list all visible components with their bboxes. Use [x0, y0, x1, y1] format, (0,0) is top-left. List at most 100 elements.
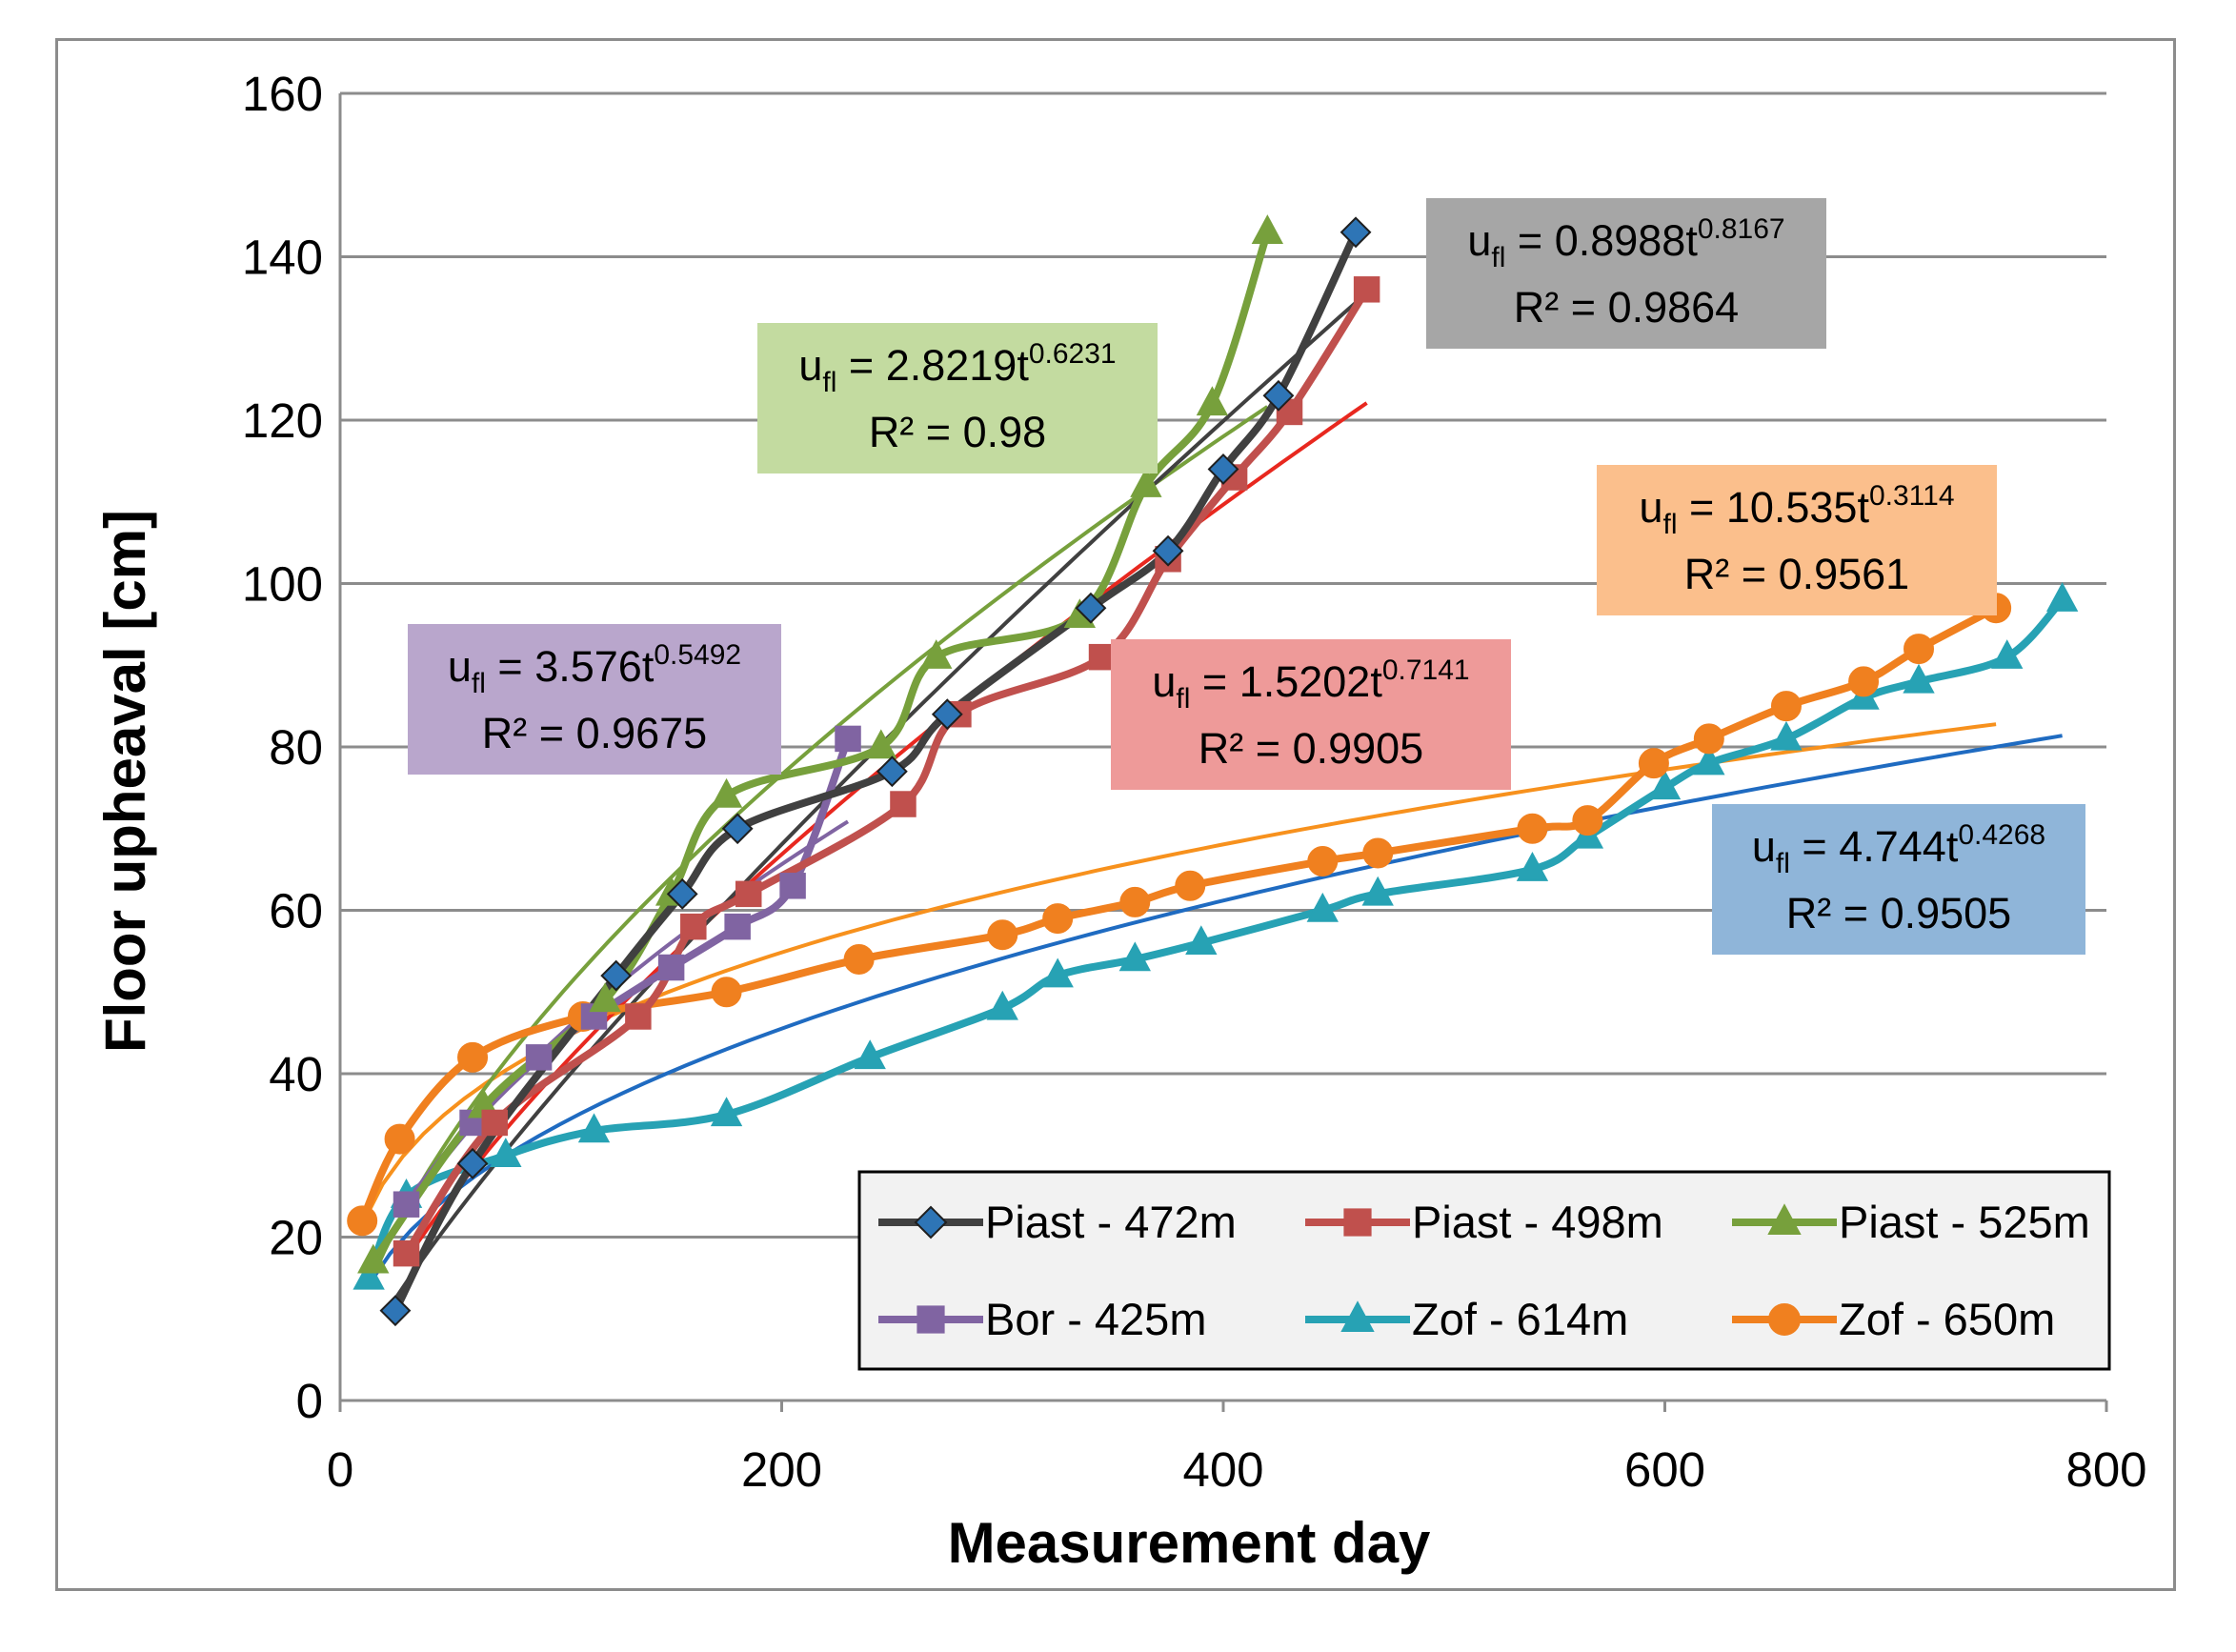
- data-point-piast-472m: [1340, 216, 1372, 249]
- data-point-piast-525m: [920, 639, 953, 669]
- fit-equation-background: [408, 624, 781, 775]
- fit-equation-variable: u: [1152, 657, 1176, 706]
- legend: Piast - 472m Piast - 498m Piast - 525m Bor …: [857, 1170, 2111, 1371]
- series-line-zof-614m: [365, 595, 2066, 1282]
- data-point-bor-425m: [724, 913, 751, 940]
- legend-marker: [1768, 1303, 1801, 1336]
- fit-r-squared: R² = 0.9505: [1786, 889, 2011, 937]
- data-point-piast-525m: [357, 1243, 390, 1274]
- fit-r-squared: R² = 0.9864: [1514, 283, 1739, 332]
- fit-equation-subscript: fl: [472, 668, 486, 699]
- fit-equation-subscript: fl: [822, 367, 836, 398]
- data-point-zof-650m: [1307, 846, 1339, 877]
- data-point-zof-614m: [986, 990, 1018, 1020]
- fit-equation-background: [1712, 804, 2085, 955]
- data-point-piast-472m: [1075, 592, 1107, 624]
- x-tick-labels: 0 200 400 600 800: [327, 1400, 2147, 1497]
- legend-item-zof-614m: Zof - 614m: [1305, 1294, 1628, 1344]
- x-tick-label: 0: [327, 1442, 353, 1497]
- fit-equation-background: [1597, 465, 1997, 615]
- data-point-piast-498m: [1353, 276, 1380, 303]
- y-tick-labels: 0 20 40 60 80 100 120 140 160: [242, 67, 323, 1428]
- data-point-piast-498m: [481, 1109, 508, 1137]
- data-point-zof-614m: [1185, 925, 1218, 956]
- data-point-piast-472m: [379, 1295, 412, 1327]
- data-point-bor-425m: [393, 1191, 420, 1218]
- data-point-zof-650m: [1362, 837, 1394, 869]
- y-tick-label: 120: [242, 393, 323, 448]
- legend-label: Zof - 614m: [1412, 1294, 1628, 1344]
- fit-equation-box-bor-425m: ufl = 3.576t0.5492 R² = 0.9675: [408, 624, 781, 775]
- fit-equation-variable: u: [798, 341, 822, 390]
- x-tick-label: 200: [741, 1442, 822, 1497]
- data-point-piast-525m: [865, 729, 897, 759]
- legend-box: [857, 1170, 2111, 1371]
- fit-equation-exponent: 0.6231: [1029, 338, 1117, 370]
- fit-equation: ufl = 0.8988t0.8167: [1467, 213, 1784, 273]
- legend-marker: [1767, 1203, 1802, 1235]
- fit-equation-box-zof-650m: ufl = 10.535t0.3114 R² = 0.9561: [1597, 465, 1997, 615]
- data-point-zof-650m: [1042, 903, 1074, 935]
- data-point-piast-498m: [680, 913, 707, 940]
- data-point-zof-614m: [353, 1259, 385, 1290]
- data-point-zof-614m: [1693, 745, 1725, 776]
- fit-equation-subscript: fl: [1491, 242, 1505, 273]
- data-point-zof-650m: [1904, 634, 1935, 665]
- y-tick-label: 40: [269, 1047, 323, 1101]
- data-point-zof-650m: [1693, 723, 1724, 755]
- data-point-zof-614m: [1648, 770, 1682, 800]
- y-tick-label: 140: [242, 231, 323, 285]
- fit-equation-variable: u: [448, 642, 472, 691]
- fit-equation: ufl = 2.8219t0.6231: [798, 338, 1116, 398]
- data-point-zof-650m: [987, 919, 1018, 951]
- data-point-zof-614m: [1770, 720, 1803, 751]
- y-tick-label: 80: [269, 720, 323, 775]
- data-point-piast-472m: [666, 877, 698, 910]
- fit-equation-exponent: 0.8167: [1698, 213, 1785, 245]
- data-point-bor-425m: [835, 725, 861, 753]
- data-point-piast-525m: [710, 777, 743, 808]
- fit-equation-exponent: 0.4268: [1958, 819, 2045, 851]
- y-axis-title: Floor upheaval [cm]: [93, 510, 157, 1053]
- fit-equation: ufl = 4.744t0.4268: [1752, 819, 2045, 879]
- data-point-zof-614m: [1306, 892, 1339, 922]
- fit-equation-coefficient: = 3.576t: [486, 642, 655, 691]
- data-point-piast-498m: [735, 880, 762, 908]
- legend-marker: [917, 1305, 945, 1334]
- data-point-zof-614m: [1041, 957, 1074, 988]
- data-point-zof-614m: [2045, 582, 2079, 612]
- legend-marker: [1343, 1208, 1372, 1237]
- y-tick-label: 20: [269, 1211, 323, 1265]
- fit-equation-variable: u: [1467, 216, 1491, 265]
- data-point-piast-472m: [1152, 534, 1184, 567]
- legend-item-bor-425m: Bor - 425m: [878, 1294, 1206, 1344]
- data-point-zof-650m: [457, 1041, 489, 1073]
- legend-item-piast-525m: Piast - 525m: [1732, 1197, 2090, 1247]
- data-point-piast-525m: [589, 982, 621, 1013]
- fit-equation-background: [1111, 639, 1511, 790]
- fit-equation: ufl = 10.535t0.3114: [1640, 480, 1955, 540]
- fit-equation-coefficient: = 4.744t: [1790, 822, 1959, 871]
- x-axis-title: Measurement day: [948, 1511, 1431, 1575]
- data-point-piast-472m: [1207, 453, 1239, 485]
- legend-label: Piast - 525m: [1839, 1197, 2090, 1247]
- data-point-zof-650m: [347, 1205, 378, 1237]
- fit-equation-subscript: fl: [1176, 683, 1190, 715]
- data-point-zof-614m: [1903, 663, 1935, 694]
- fit-equation-box-piast-472m: ufl = 0.8988t0.8167 R² = 0.9864: [1426, 198, 1826, 349]
- fit-r-squared: R² = 0.98: [869, 408, 1046, 456]
- fit-equation-box-piast-525m: ufl = 2.8219t0.6231 R² = 0.98: [757, 323, 1158, 473]
- data-point-piast-525m: [1196, 386, 1229, 416]
- fit-curve-zof-614m: [367, 734, 2063, 1286]
- y-tick-label: 0: [296, 1374, 323, 1428]
- data-point-zof-650m: [1517, 813, 1548, 844]
- legend-marker: [1340, 1300, 1375, 1332]
- data-point-piast-498m: [1088, 643, 1116, 671]
- data-point-piast-472m: [876, 755, 908, 788]
- data-point-piast-498m: [393, 1239, 420, 1267]
- fit-equation-coefficient: = 0.8988t: [1505, 216, 1698, 265]
- fit-equation-subscript: fl: [1663, 509, 1678, 540]
- data-point-zof-614m: [854, 1039, 886, 1070]
